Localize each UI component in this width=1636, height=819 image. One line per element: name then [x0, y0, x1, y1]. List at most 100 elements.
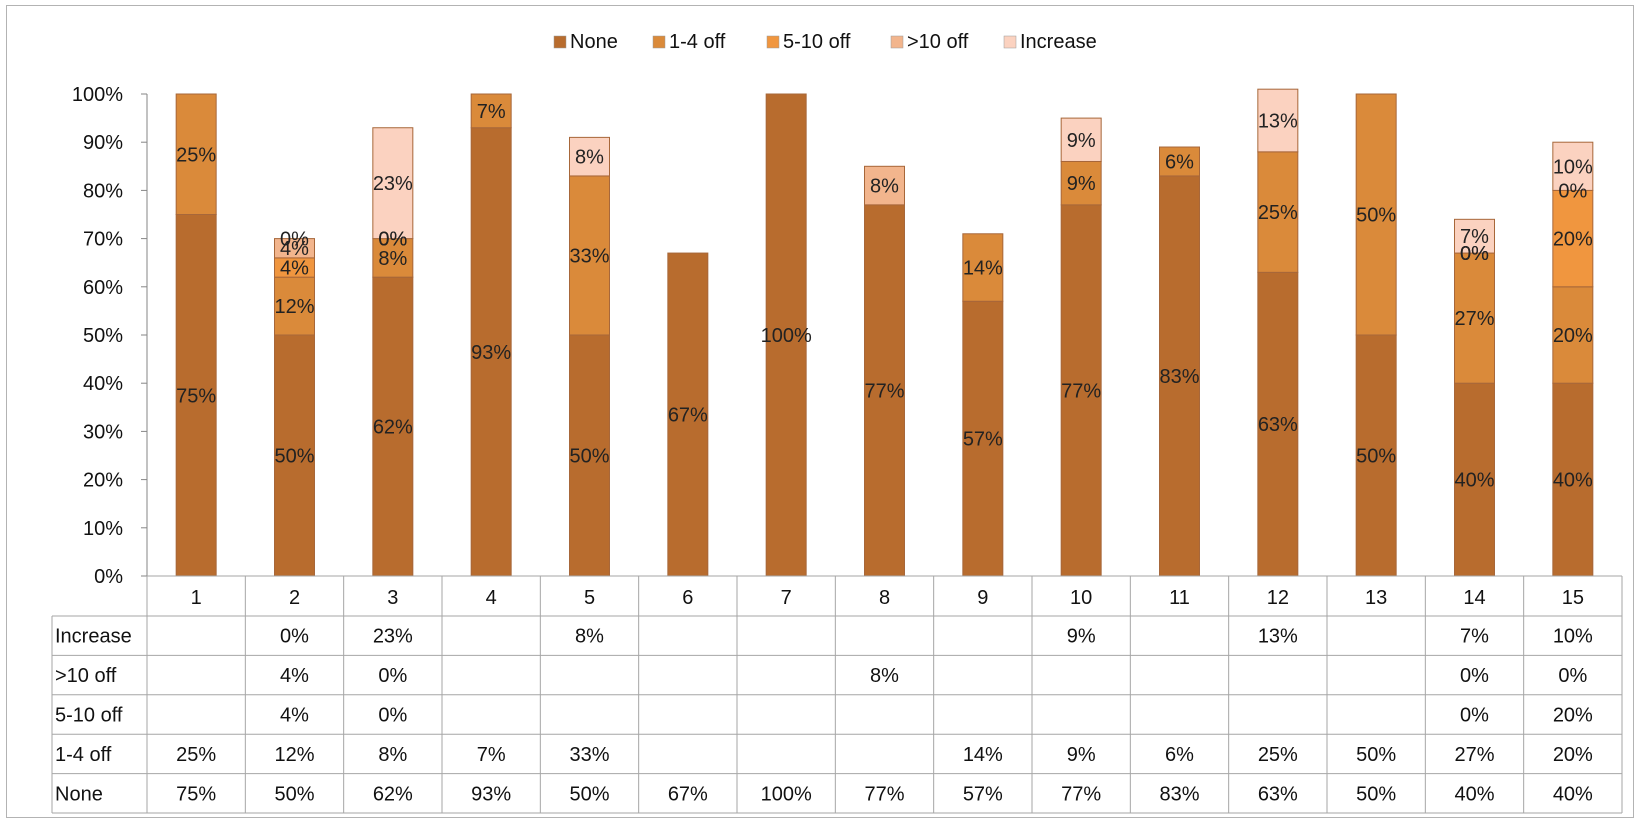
bar-segment-14off-1	[175, 93, 217, 215]
bar-data-label: 20%	[1553, 325, 1593, 347]
bar-data-label: 23%	[373, 173, 413, 195]
table-cell: 8%	[378, 744, 407, 766]
y-tick-label-3: 30%	[83, 421, 123, 443]
legend-swatch-2	[766, 35, 780, 49]
table-cell: 8%	[575, 626, 604, 648]
bar-data-label: 0%	[378, 229, 407, 251]
bar-data-label: 100%	[761, 325, 812, 347]
y-tick-label-6: 60%	[83, 277, 123, 299]
bar-segment-Increase-3	[372, 127, 414, 240]
table-cell: 13%	[1258, 626, 1298, 648]
bar-segment-14off-4	[470, 93, 512, 129]
table-cell: 50%	[1356, 783, 1396, 805]
table-cell: 62%	[373, 783, 413, 805]
table-cell: 40%	[1454, 783, 1494, 805]
bar-data-label: 4%	[280, 258, 309, 280]
bar-data-label: 8%	[575, 147, 604, 169]
bar-segment-None-4	[470, 127, 512, 577]
table-row-header: 5-10 off	[55, 705, 123, 727]
table-cell: 4%	[280, 705, 309, 727]
table-row-header: 1-4 off	[55, 744, 112, 766]
y-tick-label-0: 0%	[94, 566, 123, 588]
x-category-label: 9	[977, 587, 988, 609]
bar-segment-14off-5	[569, 175, 610, 336]
x-category-label: 1	[191, 587, 202, 609]
bar-data-label: 9%	[1067, 173, 1096, 195]
bar-data-label: 93%	[471, 342, 511, 364]
y-tick-label-7: 70%	[83, 229, 123, 251]
bar-data-label: 0%	[1558, 180, 1587, 202]
table-cell: 50%	[569, 783, 609, 805]
table-cell: 57%	[963, 783, 1003, 805]
bar-data-label: 0%	[378, 229, 407, 251]
table-cell: 10%	[1553, 626, 1593, 648]
y-tick-label-5: 50%	[83, 325, 123, 347]
bar-data-label: 50%	[274, 446, 314, 468]
bar-data-label: 33%	[569, 245, 609, 267]
bar-data-label: 10%	[1553, 156, 1593, 178]
bar-data-label: 40%	[1454, 470, 1494, 492]
bar-segment-14off-10	[1060, 160, 1102, 206]
y-tick-label-2: 20%	[83, 470, 123, 492]
y-axis: 0% 10% 20% 30% 40% 50% 60% 70% 80% 90% 100%	[72, 84, 148, 588]
legend-swatch-1	[652, 35, 666, 49]
bar-segment-None-10	[1060, 204, 1102, 577]
table-row-header: >10 off	[55, 665, 117, 687]
x-category-label: 13	[1365, 587, 1387, 609]
legend-swatch-0	[553, 35, 567, 49]
table-cell: 0%	[280, 626, 309, 648]
bar-segment-None-7	[765, 93, 807, 577]
table-cell: 0%	[378, 665, 407, 687]
chart-frame	[6, 5, 1634, 818]
bar-segment-None-14	[1454, 382, 1495, 577]
x-category-label: 10	[1070, 587, 1092, 609]
bar-data-label: 25%	[1258, 202, 1298, 224]
bar-data-label: 77%	[864, 380, 904, 402]
bar-data-label: 50%	[1356, 205, 1396, 227]
bar-segment-10off-8	[864, 165, 905, 206]
bar-segment-None-9	[962, 300, 1004, 577]
y-tick-label-4: 40%	[83, 373, 123, 395]
table-cell: 67%	[668, 783, 708, 805]
x-category-label: 4	[486, 587, 497, 609]
x-category-label: 15	[1562, 587, 1584, 609]
table-cell: 93%	[471, 783, 511, 805]
table-cell: 0%	[1460, 705, 1489, 727]
bar-data-label: 50%	[1356, 446, 1396, 468]
table-cell: 9%	[1067, 744, 1096, 766]
bar-segment-Increase-14	[1454, 218, 1495, 254]
table-cell: 100%	[761, 783, 812, 805]
bar-data-label: 9%	[1067, 130, 1096, 152]
bar-segment-Increase-15	[1552, 141, 1594, 191]
table-cell: 23%	[373, 626, 413, 648]
table-row-header: Increase	[55, 626, 132, 648]
table-cell: 6%	[1165, 744, 1194, 766]
table-cell: 0%	[1460, 665, 1489, 687]
table-cell: 75%	[176, 783, 216, 805]
bar-data-label: 13%	[1258, 111, 1298, 133]
bar-data-label: 20%	[1553, 229, 1593, 251]
bar-segment-Increase-5	[569, 136, 610, 177]
x-category-label: 12	[1267, 587, 1289, 609]
table-cell: 77%	[1061, 783, 1101, 805]
bar-data-label: 8%	[870, 176, 899, 198]
bars	[175, 88, 1594, 577]
table-cell: 83%	[1159, 783, 1199, 805]
bar-segment-None-11	[1159, 175, 1200, 577]
table-cell: 27%	[1454, 744, 1494, 766]
bar-segment-510off-15	[1552, 189, 1594, 288]
bar-segment-None-6	[667, 252, 709, 577]
x-category-label: 5	[584, 587, 595, 609]
bar-data-label: 83%	[1159, 366, 1199, 388]
legend-label-3: >10 off	[907, 31, 969, 53]
x-category-label: 11	[1169, 587, 1190, 609]
bar-segment-14off-11	[1159, 146, 1200, 177]
x-category-label: 3	[387, 587, 398, 609]
bar-data-label: 63%	[1258, 414, 1298, 436]
bar-segment-14off-12	[1257, 151, 1299, 273]
bar-data-label: 7%	[1460, 226, 1489, 248]
table-row-header: None	[55, 783, 103, 805]
table-cell: 9%	[1067, 626, 1096, 648]
bar-data-label: 50%	[569, 446, 609, 468]
